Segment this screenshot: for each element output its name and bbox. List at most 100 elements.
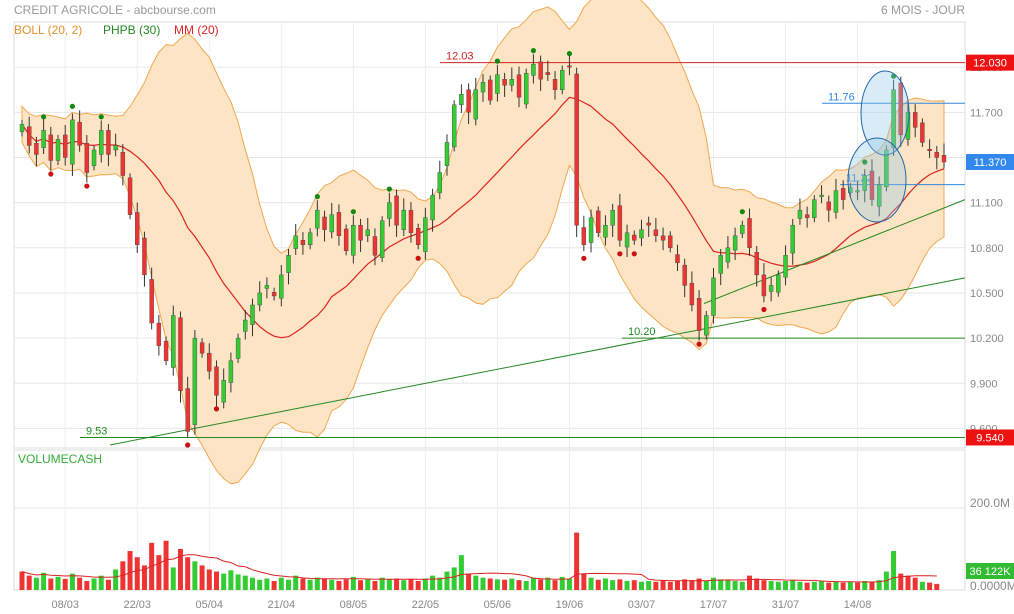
candle-body <box>531 63 536 76</box>
volume-bar <box>358 580 364 590</box>
volume-bar <box>703 580 709 590</box>
volume-bar <box>336 580 342 590</box>
trend-line <box>109 277 966 446</box>
volume-bar <box>797 581 803 590</box>
volume-bar <box>855 582 861 590</box>
candle-body <box>718 255 723 274</box>
volume-bar <box>185 557 191 590</box>
candle-body <box>876 184 882 207</box>
candle-body <box>379 220 385 258</box>
volume-bar <box>502 579 508 590</box>
volume-bar <box>480 577 486 590</box>
volume-bar <box>401 580 407 590</box>
trend-line <box>703 199 966 304</box>
candle-body <box>329 214 334 233</box>
candle-body <box>495 74 500 94</box>
value-tags: 12.030 11.370 9.540 36 122K <box>966 54 1014 579</box>
volume-bar <box>775 581 781 590</box>
volume-bar <box>595 579 601 590</box>
candle-body <box>480 82 486 93</box>
x-tick-label: 22/05 <box>412 599 440 611</box>
candle-body <box>855 190 860 193</box>
volume-bar <box>386 579 392 590</box>
phpb-high-marker <box>98 114 104 120</box>
candle-body <box>451 104 457 148</box>
candle-body <box>358 225 363 241</box>
volume-bar <box>610 580 616 590</box>
phpb-low-marker <box>696 341 702 347</box>
candle-body <box>459 94 464 105</box>
volume-bar <box>487 578 493 590</box>
volume-bar <box>163 540 169 590</box>
volume-bar <box>300 578 306 590</box>
candle-body <box>646 222 651 226</box>
candle-body <box>178 317 183 391</box>
legend-mm: MM (20) <box>174 23 219 37</box>
phpb-high-marker <box>494 58 501 64</box>
candle-body <box>927 148 932 151</box>
price-panel-frame <box>13 21 966 449</box>
volume-bar <box>257 579 263 590</box>
volume-bar <box>62 578 68 590</box>
candle-body <box>488 79 493 101</box>
volume-bar <box>689 580 695 590</box>
candle-body <box>639 229 644 239</box>
volume-bar <box>430 575 436 590</box>
volume-bar <box>905 575 911 590</box>
volume-tag: 36 122K <box>970 566 1012 578</box>
level-tag: 9.540 <box>976 432 1004 444</box>
candle-body <box>243 319 248 332</box>
candle-body <box>55 139 61 161</box>
volume-bar <box>314 577 320 590</box>
volume-bar <box>48 578 54 590</box>
phpb-low-marker <box>185 442 191 448</box>
volume-bar <box>927 582 933 590</box>
volume-bar <box>682 579 688 590</box>
y-tick-label: 11.700 <box>970 107 1003 119</box>
candle-body <box>704 315 709 336</box>
volume-bar <box>134 557 140 590</box>
candle-body <box>250 304 255 325</box>
level-tag-bg <box>966 54 1014 71</box>
candle-body <box>207 352 212 372</box>
legend-phpb: PHPB (30) <box>103 23 160 37</box>
candle-body <box>423 217 428 252</box>
volume-bar <box>271 580 277 590</box>
x-tick-label: 05/04 <box>196 599 224 611</box>
candle-body <box>804 214 810 218</box>
volume-bar <box>322 578 328 590</box>
volume-bar <box>199 565 205 590</box>
candle-body <box>387 202 392 219</box>
volume-bar <box>394 578 400 590</box>
volume-bar <box>84 580 90 590</box>
candle-body <box>682 264 687 286</box>
volume-bar <box>451 567 457 590</box>
volume-bar <box>437 577 443 590</box>
volume-bar <box>221 573 227 590</box>
y-tick-label: 10.800 <box>970 243 1004 255</box>
level-label: 11.76 <box>828 91 855 103</box>
candle-body <box>199 342 205 354</box>
candle-body <box>322 216 327 230</box>
candle-body <box>444 142 450 166</box>
volume-bar <box>833 581 839 590</box>
candle-body <box>271 292 277 297</box>
volume-bar <box>264 578 270 590</box>
candle-body <box>920 122 925 143</box>
candle-body <box>545 72 551 75</box>
candle-body <box>120 152 126 176</box>
candle-body <box>473 89 478 120</box>
candle-body <box>869 170 875 200</box>
candle-body <box>912 112 918 128</box>
volume-bar <box>105 579 111 590</box>
chart-title: CREDIT AGRICOLE - abcbourse.com <box>14 3 216 17</box>
volume-bar <box>638 581 644 590</box>
candle-body <box>286 255 291 273</box>
candle-body <box>394 195 399 226</box>
volume-bar <box>422 578 428 590</box>
volume-bar <box>408 579 414 590</box>
volume-bar <box>667 581 673 590</box>
volume-bar <box>213 571 219 590</box>
volume-bar <box>466 573 472 590</box>
